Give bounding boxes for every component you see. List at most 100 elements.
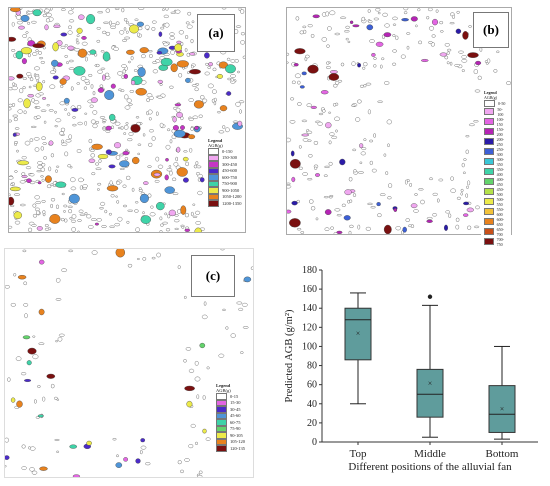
shrub-outline [370,205,376,209]
shrub-outline [185,347,192,351]
shrub-patch [17,275,27,280]
shrub-outline [450,188,457,193]
shrub-outline [64,218,68,223]
shrub-outline [359,161,363,165]
shrub-outline [194,376,201,382]
shrub-patch [172,125,179,131]
legend-swatch [484,178,494,185]
shrub-outline [461,162,465,168]
legend-label: 250-300 [496,146,504,157]
shrub-outline [79,185,83,191]
shrub-outline [190,65,194,69]
shrub-outline [135,227,140,232]
shrub-outline [54,110,57,114]
legend-label: 0-15 [230,393,239,399]
shrub-outline [305,54,310,59]
panel-label-a: (a) [197,14,235,52]
shrub-outline [238,307,244,311]
shrub-outline [164,22,170,28]
shrub-outline [50,153,55,158]
shrub-outline [185,21,190,25]
shrub-outline [201,314,208,320]
legend-item: 350-400 [484,167,508,177]
shrub-outline [38,51,42,55]
shrub-patch [137,67,146,77]
shrub-outline [298,145,302,149]
shrub-outline [68,67,75,70]
shrub-outline [159,216,163,221]
shrub-outline [162,221,168,225]
shrub-outline [287,184,292,189]
shrub-outline [151,256,156,260]
shrub-outline [90,153,95,158]
legend-a: Legend AGB(g) 0-150 150-300 300-450 450-600 60… [205,136,245,209]
shrub-outline [216,111,221,114]
shrub-outline [54,125,59,128]
shrub-outline [298,166,303,170]
shrub-patch [371,53,376,57]
shrub-outline [146,97,150,103]
shrub-outline [240,9,245,14]
box-top: × [344,292,372,405]
legend-item: 700-750 [484,237,508,247]
shrub-outline [462,171,466,175]
shrub-outline [125,30,129,34]
shrub-outline [22,86,26,90]
shrub-outline [377,11,381,15]
shrub-outline [96,26,101,30]
shrub-patch [72,474,80,477]
shrub-patch [455,28,462,34]
shrub-outline [362,66,366,70]
shrub-outline [427,8,433,12]
shrub-outline [295,16,300,21]
shrub-outline [137,152,141,156]
shrub-outline [468,123,475,127]
shrub-patch [67,45,75,51]
shrub-outline [72,123,77,127]
shrub-outline [13,273,17,277]
shrub-outline [142,211,145,215]
shrub-outline [395,226,401,231]
legend-swatch [216,438,227,445]
legend-item: 200-250 [484,137,508,147]
map-c-canvas [5,249,253,477]
legend-label: 100-150 [496,116,504,127]
shrub-outline [323,174,328,177]
shrub-outline [307,139,312,142]
legend-swatch [208,154,219,161]
shrub-patch [130,124,141,133]
shrub-patch [24,378,32,382]
legend-label: 300-450 [222,161,237,167]
legend-subtitle: AGB(g) [484,95,498,100]
shrub-outline [377,100,384,103]
legend-title: Legend [216,383,231,388]
shrub-patch [63,97,70,104]
shrub-outline [30,125,37,128]
shrub-outline [428,177,434,181]
shrub-outline [97,69,103,74]
legend-item: 900-1050 [208,187,242,194]
shrub-patch [27,93,35,98]
shrub-patch [119,160,130,168]
shrub-outline [306,130,313,135]
shrub-outline [156,252,161,258]
shrub-outline [323,195,329,199]
shrub-outline [325,11,330,17]
shrub-outline [361,147,367,151]
shrub-outline [493,69,498,73]
shrub-patch [97,153,109,159]
shrub-outline [52,66,56,70]
shrub-patch [208,62,213,67]
shrub-patch [475,60,482,66]
shrub-outline [463,158,467,161]
legend-item: 1200-1350 [208,200,242,207]
shrub-outline [41,163,46,167]
shrub-patch [204,52,210,59]
shrub-outline [21,156,27,160]
shrub-outline [34,73,40,77]
shrub-outline [124,36,130,40]
shrub-outline [371,168,377,173]
shrub-patch [78,14,85,20]
shrub-outline [410,224,415,229]
shrub-outline [92,123,98,129]
